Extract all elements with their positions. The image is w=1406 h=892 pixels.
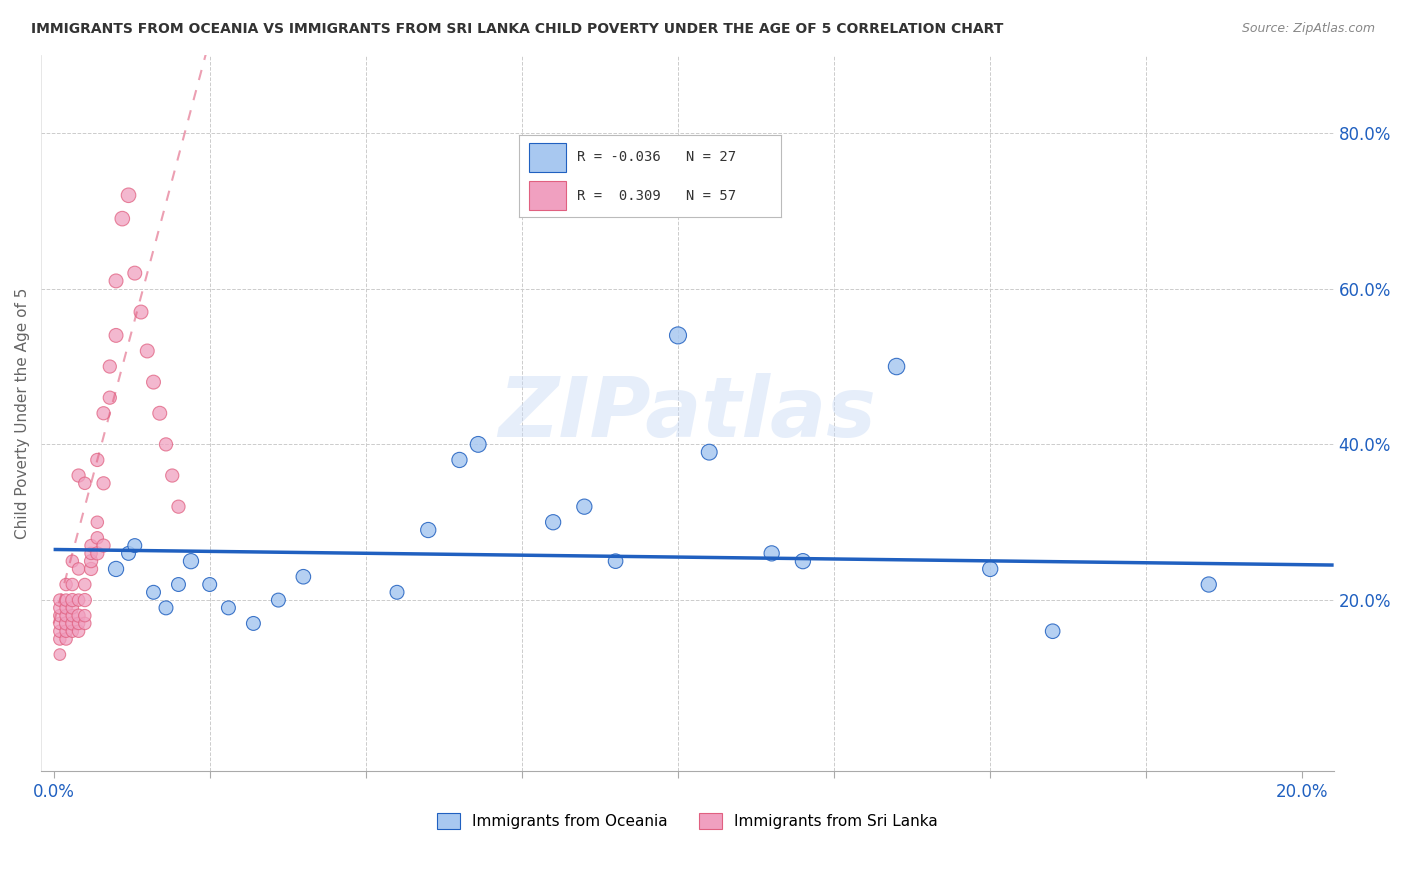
Point (666, 328, 689, 343)
Point (55, 577, 77, 591)
Point (55, 608, 77, 623)
Point (105, 328, 128, 343)
Point (117, 188, 139, 202)
Point (124, 539, 146, 553)
Y-axis label: Child Poverty Under the Age of 5: Child Poverty Under the Age of 5 (15, 287, 30, 539)
Point (142, 375, 165, 389)
Point (60, 577, 83, 591)
Point (49, 624, 72, 639)
Point (67, 624, 90, 639)
Point (155, 437, 177, 451)
Point (86, 546, 108, 560)
Point (129, 305, 152, 319)
Point (217, 600, 239, 615)
Point (605, 554, 627, 568)
Point (541, 515, 564, 529)
Point (93, 476, 115, 491)
Point (124, 266, 146, 280)
Point (1198, 577, 1220, 591)
Point (792, 554, 814, 568)
Point (167, 577, 190, 591)
Point (697, 445, 720, 459)
Point (80, 554, 103, 568)
Point (49, 632, 72, 646)
Point (67, 608, 90, 623)
Point (60, 608, 83, 623)
Point (180, 554, 202, 568)
Point (60, 616, 83, 631)
Point (162, 468, 184, 483)
Point (55, 600, 77, 615)
Point (761, 546, 783, 560)
Point (105, 562, 128, 576)
Point (385, 585, 408, 599)
Point (67, 562, 90, 576)
Point (60, 554, 83, 568)
Point (67, 593, 90, 607)
Point (49, 616, 72, 631)
Point (1042, 624, 1064, 639)
Point (86, 531, 108, 545)
Point (60, 593, 83, 607)
Point (242, 616, 264, 631)
Point (55, 593, 77, 607)
Point (418, 523, 440, 537)
Point (574, 500, 596, 514)
Point (86, 453, 108, 467)
Point (93, 406, 115, 420)
Text: Source: ZipAtlas.com: Source: ZipAtlas.com (1241, 22, 1375, 36)
Point (73, 577, 96, 591)
Point (149, 406, 172, 420)
Point (73, 593, 96, 607)
Point (80, 546, 103, 560)
Text: R =  0.309   N = 57: R = 0.309 N = 57 (576, 189, 735, 202)
Legend: Immigrants from Oceania, Immigrants from Sri Lanka: Immigrants from Oceania, Immigrants from… (432, 807, 943, 835)
Point (886, 359, 908, 374)
Point (86, 515, 108, 529)
Point (60, 600, 83, 615)
Point (73, 476, 96, 491)
Point (111, 211, 134, 226)
Point (67, 616, 90, 631)
Point (98, 359, 121, 374)
Point (49, 600, 72, 615)
Point (73, 608, 96, 623)
Point (155, 600, 177, 615)
Point (467, 437, 489, 451)
Point (136, 343, 159, 358)
Bar (530, 143, 567, 171)
Point (55, 624, 77, 639)
Point (292, 570, 315, 584)
Text: IMMIGRANTS FROM OCEANIA VS IMMIGRANTS FROM SRI LANKA CHILD POVERTY UNDER THE AGE: IMMIGRANTS FROM OCEANIA VS IMMIGRANTS FR… (31, 22, 1004, 37)
Point (117, 546, 139, 560)
Point (198, 577, 221, 591)
Bar (530, 181, 567, 211)
Point (60, 624, 83, 639)
Point (73, 616, 96, 631)
Point (49, 608, 72, 623)
Point (67, 468, 90, 483)
Point (142, 585, 165, 599)
Point (979, 562, 1001, 576)
Point (49, 648, 72, 662)
Point (80, 539, 103, 553)
Point (93, 539, 115, 553)
Point (49, 593, 72, 607)
Text: R = -0.036   N = 27: R = -0.036 N = 27 (576, 150, 735, 164)
Point (167, 500, 190, 514)
Point (267, 593, 290, 607)
Point (55, 616, 77, 631)
Point (55, 632, 77, 646)
Point (105, 274, 128, 288)
Point (98, 391, 121, 405)
Point (449, 453, 471, 467)
Point (80, 562, 103, 576)
Text: ZIPatlas: ZIPatlas (499, 373, 876, 454)
